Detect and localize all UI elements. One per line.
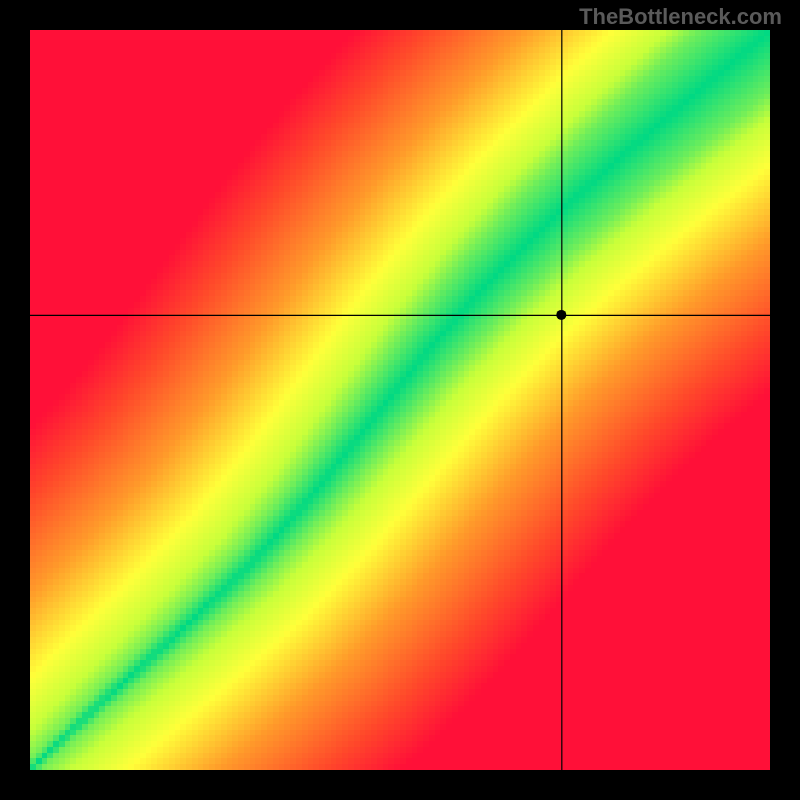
watermark-text: TheBottleneck.com: [579, 4, 782, 30]
bottleneck-heatmap: [30, 30, 770, 770]
chart-container: TheBottleneck.com: [0, 0, 800, 800]
